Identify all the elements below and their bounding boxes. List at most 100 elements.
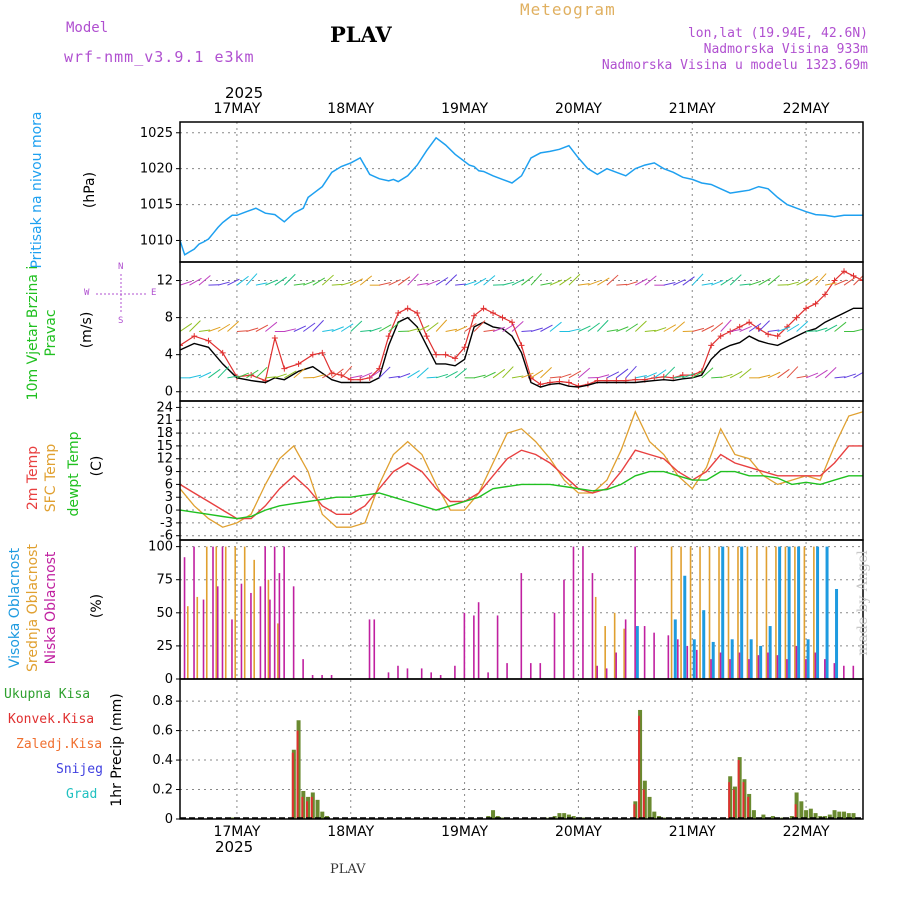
gust-marker [366,374,373,381]
cloud-bar-srednja [670,546,673,679]
cloud-bar-niska [368,619,371,679]
wind-barb [634,320,647,332]
cloud-bar-srednja [243,546,246,679]
wind-barb [654,369,667,379]
wind-barb [359,275,373,286]
pressure-title: Pritisak na nivou mora [29,111,45,269]
y-tick-label: 0 [165,503,173,518]
wind-barb [805,275,819,286]
wind-barb [758,277,771,286]
wind-barb [568,370,582,379]
wind-barb [435,319,448,332]
y-tick-label: 75 [156,573,173,588]
precip-unit: 1hr Precip (mm) [109,693,125,807]
cloud-bar-visoka [835,588,839,679]
cloud-bar-visoka [825,546,829,679]
wind-barb [189,320,201,332]
wind-barb [824,324,838,332]
wind-barb [796,278,809,286]
wind-barb [236,330,248,332]
date-label-top: 21MAY [669,101,716,117]
cloud-bar-niska [757,655,760,679]
cloud-bar-niska [634,546,636,679]
precip-conv-bar [747,796,750,819]
wind-barb [198,371,212,379]
cloud-bar-srednja [794,546,796,679]
wind-barb [388,375,400,379]
wind-barb [502,366,514,379]
wind-barb [284,370,297,379]
cloud-bar-visoka [749,639,753,679]
cloud-bar-niska [183,557,186,679]
precip-total-bar [837,811,842,819]
cloud-bar-niska [193,546,195,679]
cloud-bar-niska [496,615,499,679]
cloud-bar-srednja [196,596,199,679]
precip-total-bar [804,810,809,819]
wind-barb [407,370,420,379]
cloud-bar-niska [264,546,266,679]
cloud-bar-srednja [727,546,730,679]
wind-barb [246,327,259,332]
wind-barb [492,368,506,379]
wind-barb [340,365,353,379]
precip-total-bar [647,796,652,819]
wind-barb [227,375,239,379]
cloud-bar-niska [439,675,442,679]
wind-barb [180,280,192,286]
cloud-bar-niska [278,573,281,679]
gust-marker [471,312,478,319]
date-label-top: 18MAY [327,101,374,117]
cloud-bar-visoka [768,626,772,679]
cloud-bar-visoka [806,639,810,679]
wind-barb [796,375,808,379]
wind-barb [644,275,657,286]
cloud-bar-niska [805,659,807,679]
cloud-bar-visoka [759,645,763,679]
y-tick-label: 0.8 [152,694,173,709]
date-label-top: 17MAY [213,101,260,117]
wind-barb [559,276,572,286]
wind-barb [303,280,316,286]
wind-barb [720,373,733,379]
station-title: PLAV [330,22,392,47]
y-tick-label: 24 [156,400,173,415]
compass-s: S [118,316,124,326]
gust-marker [205,337,212,344]
gust-marker [860,277,863,284]
y-tick-label: 50 [156,606,173,621]
cloud-bar-niska [529,663,532,679]
cloud-label-mid: Srednja Oblacnost [25,544,41,672]
wind-barb [350,278,363,286]
wind-barb [511,321,524,332]
cloud-bar-srednja [718,546,720,679]
wind-barb [834,376,846,379]
wind-barb [483,329,495,332]
precip-total-bar [827,814,832,819]
date-label-top: 22MAY [783,101,830,117]
precip-total-bar [846,813,851,819]
wind-barb [265,321,278,332]
wind-barb [701,367,714,379]
lonlat-text: lon,lat (19.94E, 42.6N) [687,26,868,41]
wind-barb [189,277,202,286]
wind-barb [606,274,619,286]
wind-barb [236,275,249,286]
y-tick-label: 0.4 [152,753,173,768]
gust-marker [414,309,421,316]
wind-barb [246,273,258,286]
cloud-bar-niska [605,668,608,679]
wind-barb [834,321,847,332]
cloud-bar-niska [473,615,475,679]
wind-barb [255,366,268,379]
cloud-bar-niska [572,546,575,679]
wind-barb [663,281,676,286]
wind-barb [777,368,790,379]
wind-barb [739,283,751,286]
model-label: Model [66,20,109,36]
wind-barb [217,323,231,332]
cloud-bar-niska [240,583,243,679]
cloud-bar-niska [406,668,409,679]
wind-barb [568,328,581,332]
